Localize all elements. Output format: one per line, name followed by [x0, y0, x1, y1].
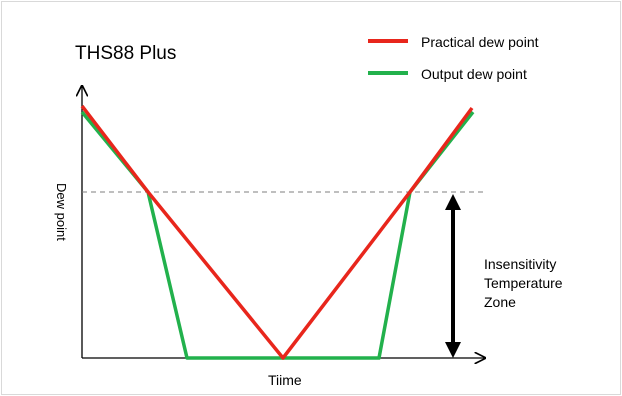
output-dew-point-line: [80, 110, 475, 360]
practical-dew-point-line: [80, 104, 474, 360]
legend-label-output: Output dew point: [421, 66, 527, 82]
legend-label-practical: Practical dew point: [421, 34, 539, 50]
annotation-line-3: Zone: [484, 294, 516, 310]
x-axis-label: Tiime: [268, 372, 302, 388]
diagram-title: THS88 Plus: [75, 43, 176, 64]
annotation-line-1: Insensitivity: [484, 256, 556, 272]
legend: Practical dew point Output dew point: [368, 34, 539, 82]
y-axis-label: Dew point: [54, 183, 69, 241]
insensitivity-zone-label: Insensitivity Temperature Zone: [484, 256, 563, 310]
annotation-line-2: Temperature: [484, 275, 563, 291]
